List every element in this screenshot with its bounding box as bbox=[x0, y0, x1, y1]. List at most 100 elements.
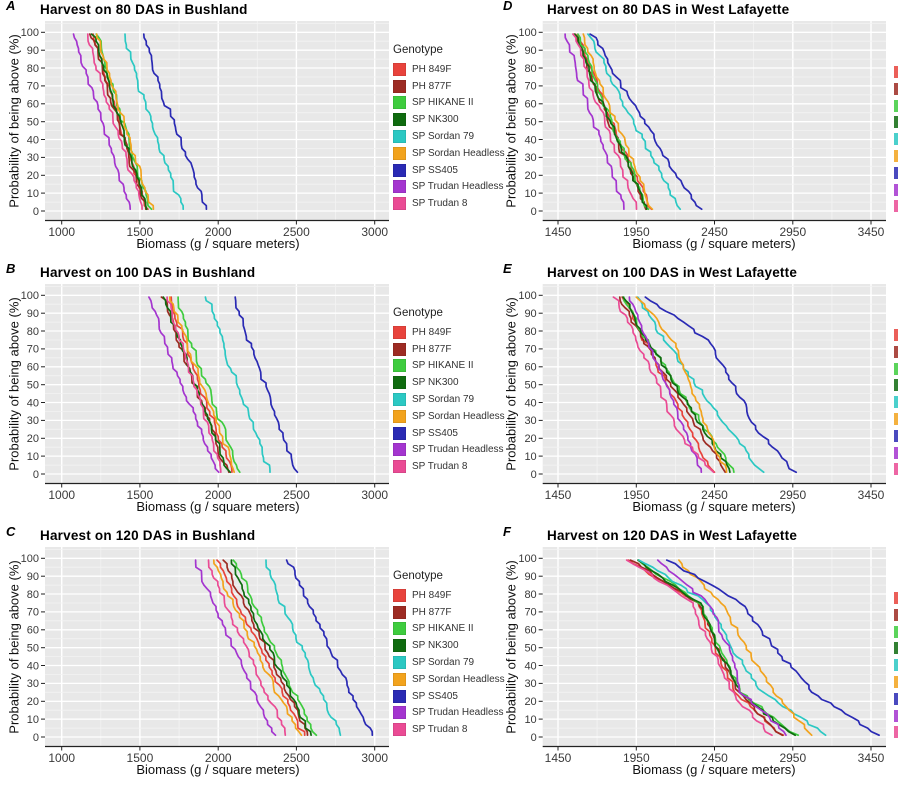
x-tick-label: 2000 bbox=[205, 488, 232, 502]
legend-swatch bbox=[393, 656, 406, 670]
y-tick-label: 100 bbox=[21, 27, 39, 39]
legend-item-sp-ss405: SP SS405 bbox=[393, 425, 505, 442]
y-tick-label: 60 bbox=[27, 625, 39, 637]
y-tick-label: 70 bbox=[524, 81, 536, 93]
y-tick-label: 20 bbox=[27, 696, 39, 708]
legend-swatch-cut-sp-sordan-headless bbox=[894, 676, 898, 688]
y-tick-label: 50 bbox=[524, 643, 536, 655]
legend-swatch-cut-sp-sordan-79 bbox=[894, 396, 898, 409]
y-tick-label: 70 bbox=[524, 607, 536, 619]
panel-d: D Harvest on 80 DAS in West Lafayette 14… bbox=[450, 0, 900, 263]
x-tick-label: 3450 bbox=[858, 751, 885, 765]
legend-swatch bbox=[393, 342, 406, 356]
curve-sp-trudan-8 bbox=[612, 296, 715, 474]
y-tick-label: 80 bbox=[27, 63, 39, 75]
y-tick-label: 0 bbox=[33, 469, 39, 481]
x-tick-label: 1500 bbox=[127, 225, 154, 239]
legend-swatch-cut-sp-ss405 bbox=[894, 429, 898, 442]
legend-item-sp-hikane-ii: SP HIKANE II bbox=[393, 95, 505, 112]
legend-swatch-cut-ph-877f bbox=[894, 345, 898, 358]
x-axis-title: Biomass (g / square meters) bbox=[632, 762, 796, 777]
legend-item-label: SP SS405 bbox=[412, 690, 458, 702]
y-tick-label: 80 bbox=[524, 63, 536, 75]
legend-item-sp-ss405: SP SS405 bbox=[393, 688, 505, 705]
legend-item-label: SP Sordan Headless bbox=[412, 147, 505, 159]
legend-item-sp-sordan-79: SP Sordan 79 bbox=[393, 654, 505, 671]
panel-b: B Harvest on 100 DAS in Bushland 1000 150… bbox=[0, 261, 450, 526]
panel-letter: E bbox=[503, 261, 512, 276]
legend-swatch bbox=[393, 180, 406, 194]
y-tick-label: 100 bbox=[21, 290, 39, 302]
panel-f: F Harvest on 120 DAS in West Lafayette 1… bbox=[450, 524, 900, 789]
plot-area: 1450 1950 2450 2950 3450 0 10 20 30 40 50 60 70 80 90 1… bbox=[518, 21, 886, 239]
legend-item-label: SP NK300 bbox=[412, 377, 459, 389]
y-tick-label: 30 bbox=[524, 152, 536, 164]
legend-swatch-cut-sp-ss405 bbox=[894, 692, 898, 705]
legend-swatch bbox=[393, 130, 406, 144]
legend-item-label: SP Trudan Headless bbox=[412, 707, 504, 719]
legend-title: Genotype bbox=[393, 44, 443, 56]
curve-ph-849f bbox=[216, 559, 306, 737]
legend-item-sp-nk300: SP NK300 bbox=[393, 637, 505, 654]
x-axis-title: Biomass (g / square meters) bbox=[632, 236, 796, 251]
x-tick-label: 1450 bbox=[545, 488, 572, 502]
legend-item-label: SP Trudan Headless bbox=[412, 444, 504, 456]
x-tick-label: 2950 bbox=[779, 751, 806, 765]
legend-item-label: SP Sordan 79 bbox=[412, 657, 475, 669]
y-tick-label: 100 bbox=[518, 553, 536, 565]
y-axis-title: Probability of being above (%) bbox=[6, 34, 22, 208]
legend-swatch bbox=[393, 96, 406, 110]
y-tick-label: 40 bbox=[27, 397, 39, 409]
y-tick-label: 90 bbox=[524, 45, 536, 57]
legend-item-sp-nk300: SP NK300 bbox=[393, 111, 505, 128]
y-tick-label: 60 bbox=[27, 99, 39, 111]
y-tick-label: 60 bbox=[524, 99, 536, 111]
legend-swatch bbox=[393, 689, 406, 703]
y-tick-label: 70 bbox=[27, 344, 39, 356]
y-tick-label: 50 bbox=[27, 117, 39, 129]
legend-swatch bbox=[393, 62, 406, 76]
y-tick-label: 70 bbox=[27, 607, 39, 619]
legend-swatch bbox=[393, 460, 406, 474]
y-tick-label: 10 bbox=[524, 451, 536, 463]
y-tick-label: 40 bbox=[27, 134, 39, 146]
x-tick-label: 1950 bbox=[623, 225, 650, 239]
y-tick-label: 60 bbox=[524, 625, 536, 637]
curve-sp-trudan-8 bbox=[86, 33, 143, 211]
x-tick-label: 2500 bbox=[283, 751, 310, 765]
legend-item-label: SP Sordan Headless bbox=[412, 673, 505, 685]
curve-sp-ss405 bbox=[665, 559, 880, 737]
legend-swatch bbox=[393, 443, 406, 457]
legend-item-sp-sordan-79: SP Sordan 79 bbox=[393, 391, 505, 408]
y-tick-label: 100 bbox=[518, 290, 536, 302]
plot-area: 1450 1950 2450 2950 3450 0 10 20 30 40 50 60 70 80 90 1… bbox=[518, 284, 886, 502]
legend-swatch-cut-sp-trudan-headless bbox=[894, 183, 898, 196]
legend-item-label: SP HIKANE II bbox=[412, 360, 474, 372]
y-tick-label: 90 bbox=[27, 45, 39, 57]
legend-swatch-cut-sp-sordan-headless bbox=[894, 150, 898, 162]
legend-item-label: SP Trudan Headless bbox=[412, 181, 504, 193]
curve-sp-sordan-headless bbox=[95, 33, 155, 211]
curve-sp-trudan-8 bbox=[572, 33, 638, 211]
x-axis-title: Biomass (g / square meters) bbox=[632, 499, 796, 514]
legend-swatch-cut-sp-ss405 bbox=[894, 166, 898, 179]
y-tick-label: 30 bbox=[27, 415, 39, 427]
legend-item-label: SP SS405 bbox=[412, 427, 458, 439]
legend-item-sp-trudan-headless: SP Trudan Headless bbox=[393, 442, 505, 459]
legend-item-sp-nk300: SP NK300 bbox=[393, 374, 505, 391]
legend-swatch bbox=[393, 672, 406, 686]
legend-item-label: PH 849F bbox=[412, 326, 452, 338]
legend-item-sp-trudan-headless: SP Trudan Headless bbox=[393, 179, 505, 196]
x-tick-label: 1950 bbox=[623, 488, 650, 502]
y-tick-label: 80 bbox=[524, 326, 536, 338]
legend-swatch-cut-sp-trudan-headless bbox=[894, 709, 898, 722]
legend-item-sp-sordan-79: SP Sordan 79 bbox=[393, 128, 505, 145]
legend-item-label: SP HIKANE II bbox=[412, 97, 474, 109]
legend-swatch bbox=[393, 376, 406, 390]
y-tick-label: 20 bbox=[27, 170, 39, 182]
plot-area: 1000 1500 2000 2500 3000 0 10 20 30 40 50 60 70 80 90 1… bbox=[21, 21, 389, 239]
legend-swatch bbox=[393, 409, 406, 423]
y-axis-title: Probability of being above (%) bbox=[6, 297, 22, 471]
x-tick-label: 2000 bbox=[205, 751, 232, 765]
